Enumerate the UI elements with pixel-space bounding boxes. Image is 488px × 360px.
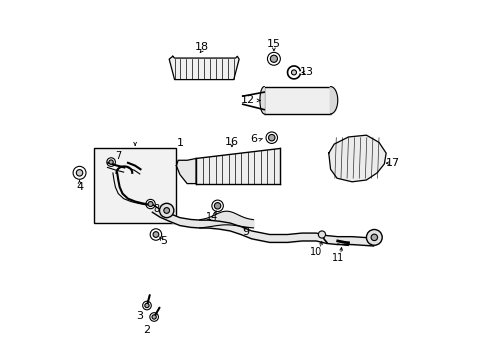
Text: 2: 2 <box>143 325 150 335</box>
Text: 5: 5 <box>160 236 167 246</box>
Circle shape <box>318 231 325 238</box>
Circle shape <box>144 303 149 308</box>
Polygon shape <box>176 158 196 184</box>
Circle shape <box>265 132 277 143</box>
Text: 12: 12 <box>241 95 255 105</box>
Circle shape <box>148 202 153 207</box>
Circle shape <box>159 203 174 218</box>
Circle shape <box>267 52 280 65</box>
Circle shape <box>214 203 221 209</box>
Circle shape <box>73 166 86 179</box>
Text: 7: 7 <box>115 150 121 161</box>
Text: 13: 13 <box>300 67 314 77</box>
Text: 4: 4 <box>76 182 83 192</box>
Polygon shape <box>330 87 337 114</box>
Circle shape <box>366 229 382 245</box>
Text: 17: 17 <box>386 158 400 168</box>
Text: 3: 3 <box>136 311 143 320</box>
Circle shape <box>291 70 296 75</box>
Circle shape <box>106 158 115 166</box>
Polygon shape <box>328 135 386 182</box>
Circle shape <box>145 199 155 209</box>
Text: 6: 6 <box>249 135 256 144</box>
Circle shape <box>76 170 82 176</box>
Text: 18: 18 <box>195 42 209 52</box>
Circle shape <box>152 315 156 319</box>
Circle shape <box>370 234 377 240</box>
Circle shape <box>150 229 162 240</box>
Text: 14: 14 <box>205 212 218 221</box>
Circle shape <box>142 301 151 310</box>
Polygon shape <box>260 87 264 114</box>
Circle shape <box>211 200 223 212</box>
Circle shape <box>163 208 169 213</box>
Bar <box>94 148 176 223</box>
Text: 10: 10 <box>309 247 322 257</box>
Text: 15: 15 <box>266 39 280 49</box>
Circle shape <box>153 231 159 237</box>
Circle shape <box>149 313 158 321</box>
Text: 1: 1 <box>177 139 184 148</box>
Text: 11: 11 <box>331 253 343 263</box>
Text: 9: 9 <box>242 227 249 237</box>
Text: 16: 16 <box>224 138 239 147</box>
Polygon shape <box>169 56 239 80</box>
Bar <box>264 87 330 114</box>
Text: 8: 8 <box>153 204 160 215</box>
Circle shape <box>270 55 277 62</box>
Circle shape <box>109 160 113 164</box>
Circle shape <box>268 134 274 141</box>
